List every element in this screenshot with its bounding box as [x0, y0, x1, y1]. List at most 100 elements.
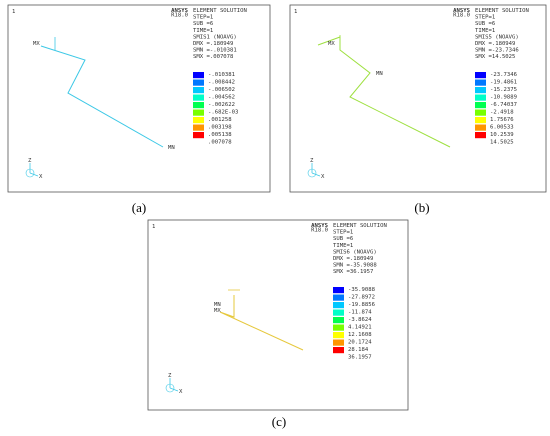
- header-line: ELEMENT SOLUTION: [333, 223, 387, 229]
- triad-circle: [307, 168, 317, 178]
- legend-value: .007078: [208, 140, 232, 146]
- structure: [317, 36, 451, 148]
- legend-swatch: [475, 109, 486, 116]
- legend-swatch: [333, 287, 344, 294]
- legend-swatch: [333, 317, 344, 324]
- header-line: SUB =6: [475, 21, 495, 27]
- legend-value: .003198: [208, 125, 232, 131]
- header-line: STEP=1: [333, 230, 353, 236]
- header-line: SMIS5 (NOAVG): [475, 34, 519, 40]
- legend-value: -10.9889: [490, 95, 517, 101]
- legend-value: -.010381: [208, 72, 235, 78]
- legend-swatch: [475, 102, 486, 109]
- header-line: SMX =14.5025: [475, 54, 515, 60]
- structure: [219, 295, 304, 351]
- legend-swatch: [193, 102, 204, 109]
- header-line: SUB =6: [193, 21, 213, 27]
- legend-swatch: [475, 79, 486, 86]
- legend-value: -3.8624: [348, 317, 372, 323]
- legend-swatch: [333, 339, 344, 346]
- legend-value: -27.8972: [348, 295, 375, 301]
- logo: ANSYS: [171, 8, 188, 14]
- legend-swatch: [193, 94, 204, 101]
- legend-value: -15.2375: [490, 87, 517, 93]
- viewport: [289, 4, 547, 193]
- legend-value: -11.874: [348, 310, 372, 316]
- view-number: 1: [12, 9, 15, 15]
- legend-swatch: [475, 117, 486, 124]
- header-line: TIME=1: [475, 28, 495, 34]
- legend-value: -.004562: [208, 95, 235, 101]
- legend-swatch: [193, 72, 204, 79]
- legend-value: .001258: [208, 117, 232, 123]
- legend-swatch: [193, 79, 204, 86]
- legend-swatch: [333, 294, 344, 301]
- max-label: MX: [33, 41, 40, 47]
- legend-value: 36.1957: [348, 355, 372, 361]
- version: R18.0: [311, 228, 328, 234]
- header-line: SMX =.007078: [193, 54, 234, 60]
- header-line: STEP=1: [193, 15, 213, 21]
- legend-swatch: [333, 309, 344, 316]
- legend-value: -.002622: [208, 102, 235, 108]
- legend-value: 4.14921: [348, 325, 372, 331]
- legend-swatch: [333, 332, 344, 339]
- header-line: SMIS6 (NOAVG): [333, 249, 377, 255]
- min-label: MN: [214, 302, 221, 308]
- header-line: TIME=1: [333, 243, 353, 249]
- version: R18.0: [453, 13, 470, 19]
- legend-value: -.682E-03: [208, 110, 238, 116]
- header-line: SUB =6: [333, 236, 353, 242]
- legend-value: -.008442: [208, 80, 235, 86]
- legend-value: 10.2539: [490, 132, 514, 138]
- legend-swatch: [475, 132, 486, 139]
- triad-circle: [25, 168, 35, 178]
- legend-value: 1.75676: [490, 117, 514, 123]
- max-label: MX: [214, 308, 221, 314]
- triad-label: X: [179, 389, 183, 395]
- legend-value: 14.5025: [490, 140, 514, 146]
- triad-circle: [165, 383, 175, 393]
- legend-swatch: [193, 87, 204, 94]
- header-line: TIME=1: [193, 28, 213, 34]
- legend-swatch: [193, 117, 204, 124]
- legend-swatch: [333, 302, 344, 309]
- legend-swatch: [333, 324, 344, 331]
- legend-swatch: [193, 132, 204, 139]
- header-line: DMX =.180949: [333, 256, 373, 262]
- header-line: SMN =-23.7346: [475, 48, 519, 54]
- header-line: STEP=1: [475, 15, 495, 21]
- legend-swatch: [193, 124, 204, 131]
- triad-label: X: [39, 174, 43, 180]
- triad-label: X: [321, 174, 325, 180]
- panel-caption: (c): [272, 414, 286, 429]
- legend-swatch: [475, 87, 486, 94]
- header-line: SMIS1 (NOAVG): [193, 34, 237, 40]
- header-line: SMX =36.1957: [333, 269, 373, 275]
- legend-swatch: [475, 94, 486, 101]
- header-line: SMN =-35.9088: [333, 263, 377, 269]
- legend-value: 6.00533: [490, 125, 514, 131]
- view-number: 1: [294, 9, 297, 15]
- view-number: 1: [152, 224, 155, 230]
- legend-value: 28.184: [348, 347, 369, 353]
- min-label: MN: [168, 145, 175, 151]
- legend-swatch: [475, 72, 486, 79]
- legend-value: -.006502: [208, 87, 235, 93]
- legend-swatch: [475, 124, 486, 131]
- triad-label: Z: [168, 373, 172, 379]
- min-label: MN: [376, 71, 383, 77]
- panel-caption: (a): [132, 200, 146, 215]
- triad-label: Z: [28, 158, 32, 164]
- legend-value: 20.1724: [348, 340, 372, 346]
- legend-value: -6.74037: [490, 102, 517, 108]
- legend-value: -23.7346: [490, 72, 517, 78]
- header-line: DMX =.180949: [193, 41, 233, 47]
- legend-swatch: [333, 347, 344, 354]
- panel-caption: (b): [414, 200, 429, 215]
- header-line: SMN =-.010381: [193, 48, 237, 54]
- triad-label: Z: [310, 158, 314, 164]
- header-line: ELEMENT SOLUTION: [193, 8, 247, 14]
